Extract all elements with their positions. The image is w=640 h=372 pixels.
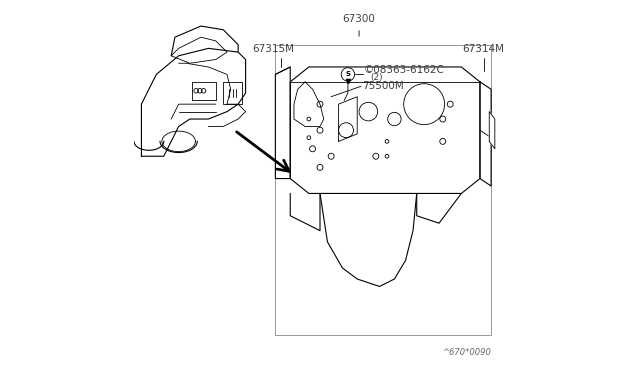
Text: (2): (2) bbox=[370, 73, 383, 81]
Text: ©08363-6162C: ©08363-6162C bbox=[364, 65, 445, 75]
Polygon shape bbox=[489, 112, 495, 149]
Text: S: S bbox=[346, 71, 351, 77]
Text: 75500M: 75500M bbox=[362, 81, 403, 91]
Text: 67314M: 67314M bbox=[463, 44, 505, 54]
Text: 67300: 67300 bbox=[342, 14, 376, 24]
Text: 67315M: 67315M bbox=[253, 44, 294, 54]
Text: ^670*0090: ^670*0090 bbox=[442, 348, 491, 357]
